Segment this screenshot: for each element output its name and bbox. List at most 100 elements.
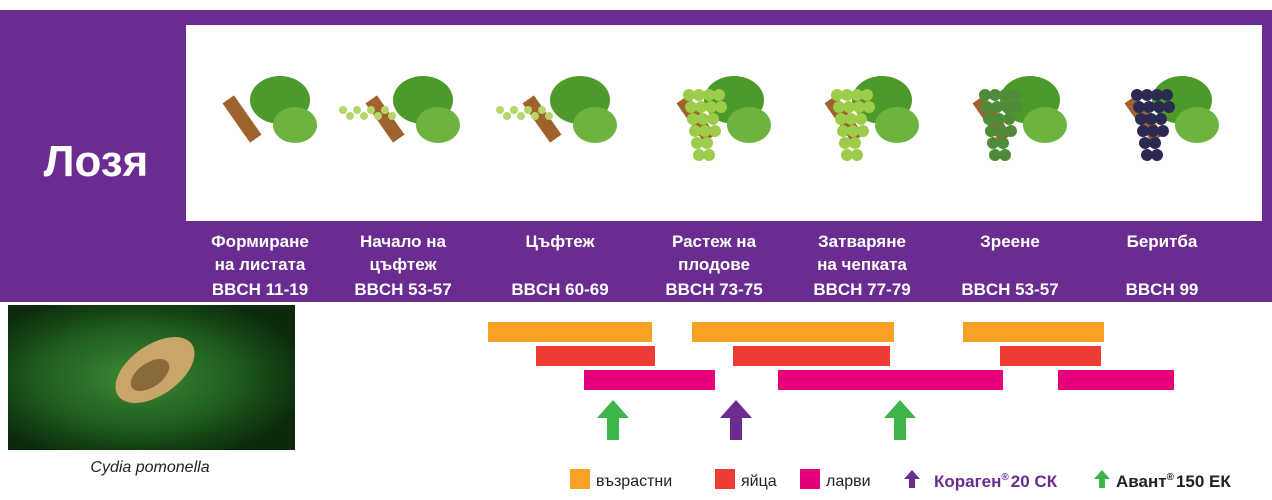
leaf xyxy=(1023,107,1067,143)
bud xyxy=(503,112,511,120)
product-mark: ® xyxy=(1001,472,1009,483)
adult-bar xyxy=(488,322,652,342)
berry xyxy=(857,125,869,137)
berry xyxy=(997,137,1009,149)
leaf xyxy=(273,107,317,143)
product-suffix: 20 СК xyxy=(1011,472,1058,491)
stage-name: Начало на xyxy=(360,232,447,251)
berry xyxy=(1005,125,1017,137)
bud xyxy=(346,112,354,120)
berry xyxy=(1161,89,1173,101)
leaf xyxy=(727,107,771,143)
bud xyxy=(374,112,382,120)
egg-bar xyxy=(1000,346,1101,366)
product-suffix: 150 ЕК xyxy=(1176,472,1231,491)
bud xyxy=(381,106,389,114)
bud xyxy=(524,106,532,114)
bud xyxy=(545,112,553,120)
legend-label: ларви xyxy=(826,473,871,490)
plant-panel xyxy=(186,25,1262,221)
stage-name: цъфтеж xyxy=(369,255,437,274)
stage-code: BBCH 11-19 xyxy=(212,280,308,299)
berry xyxy=(861,89,873,101)
berry xyxy=(863,101,875,113)
bud xyxy=(339,106,347,114)
legend-label: възрастни xyxy=(596,473,672,490)
bud xyxy=(517,112,525,120)
bud xyxy=(353,106,361,114)
legend-arrow xyxy=(904,470,920,488)
legend-arrow xyxy=(1094,470,1110,488)
avant-arrow xyxy=(884,400,916,440)
larva-bar xyxy=(584,370,715,390)
infographic: Лозя Формиране на листата BBCH 11-19 Начало… xyxy=(0,0,1272,500)
berry xyxy=(1155,113,1167,125)
stage-code: BBCH 60-69 xyxy=(511,280,608,299)
bud xyxy=(496,106,504,114)
stage-code: BBCH 73-75 xyxy=(665,280,762,299)
larva-bars xyxy=(584,370,1174,390)
egg-bars xyxy=(536,346,1101,366)
product-name: Кораген xyxy=(934,472,1001,491)
bud xyxy=(510,106,518,114)
stage-name: на чепката xyxy=(817,255,907,274)
stage-name: Формиране xyxy=(211,232,309,251)
stage-name: Затваряне xyxy=(818,232,906,251)
egg-bar xyxy=(733,346,890,366)
bud xyxy=(538,106,546,114)
legend-swatch xyxy=(570,469,590,489)
bud xyxy=(531,112,539,120)
berry xyxy=(849,137,861,149)
berry xyxy=(1151,149,1163,161)
berry xyxy=(703,149,715,161)
berry xyxy=(715,101,727,113)
stage-code: BBCH 77-79 xyxy=(813,280,910,299)
leaf xyxy=(416,107,460,143)
berry xyxy=(707,113,719,125)
berry xyxy=(1149,137,1161,149)
legend-swatch xyxy=(800,469,820,489)
legend-swatch xyxy=(715,469,735,489)
stage-name: Зреене xyxy=(980,232,1040,251)
legend-product: Кораген®20 СК xyxy=(934,472,1058,491)
berry xyxy=(855,113,867,125)
pest-name: Cydia pomonella xyxy=(90,459,209,476)
title: Лозя xyxy=(44,137,149,186)
berry xyxy=(999,149,1011,161)
stage-code: BBCH 53-57 xyxy=(354,280,451,299)
product-mark: ® xyxy=(1167,472,1175,483)
berry xyxy=(701,137,713,149)
adult-bars xyxy=(488,322,1104,342)
berry xyxy=(1157,125,1169,137)
coragen-arrow xyxy=(720,400,752,440)
berry xyxy=(713,89,725,101)
bud xyxy=(367,106,375,114)
leaf xyxy=(573,107,617,143)
stage-name: Беритба xyxy=(1127,232,1198,251)
stage-code: BBCH 53-57 xyxy=(961,280,1058,299)
stage-name: плодове xyxy=(678,255,750,274)
bud xyxy=(388,112,396,120)
legend-label: яйца xyxy=(741,473,777,490)
berry xyxy=(1003,113,1015,125)
legend-product: Авант®150 ЕК xyxy=(1116,472,1231,491)
leaf xyxy=(875,107,919,143)
stage-code: BBCH 99 xyxy=(1126,280,1199,299)
bud xyxy=(360,112,368,120)
egg-bar xyxy=(536,346,655,366)
berry xyxy=(1163,101,1175,113)
product-name: Авант xyxy=(1116,472,1167,491)
larva-bar xyxy=(778,370,1003,390)
leaf xyxy=(1175,107,1219,143)
berry xyxy=(851,149,863,161)
stage-name: Растеж на xyxy=(672,232,757,251)
adult-bar xyxy=(692,322,894,342)
stage-name: Цъфтеж xyxy=(525,232,595,251)
berry xyxy=(1011,101,1023,113)
avant-arrow xyxy=(597,400,629,440)
larva-bar xyxy=(1058,370,1174,390)
stage-name: на листата xyxy=(215,255,306,274)
berry xyxy=(1009,89,1021,101)
berry xyxy=(709,125,721,137)
adult-bar xyxy=(963,322,1104,342)
